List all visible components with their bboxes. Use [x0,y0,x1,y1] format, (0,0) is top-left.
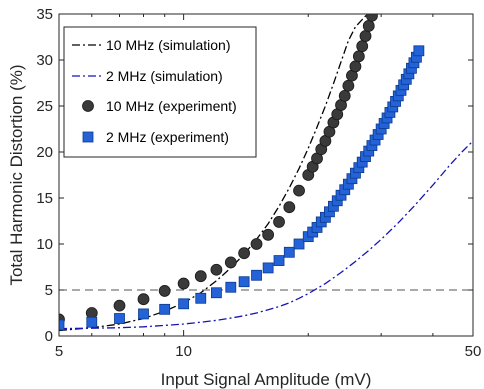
legend-label-2mhz-experiment: 2 MHz (experiment) [106,129,229,145]
point-10-mhz-experiment [356,40,369,53]
point-2-mhz-experiment [138,308,149,320]
y-tick-label: 20 [36,144,53,161]
x-axis-title: Input Signal Amplitude (mV) [161,370,372,389]
point-10-mhz-experiment [238,247,251,260]
y-tick-label: 10 [36,236,53,253]
point-2-mhz-experiment [195,292,207,304]
point-10-mhz-experiment [177,277,190,290]
series-10-mhz-experiment [59,14,378,326]
series-2-mhz-experiment [59,45,425,331]
point-10-mhz-experiment [224,256,237,269]
y-tick-label: 5 [45,282,53,299]
point-2-mhz-experiment [293,238,305,250]
point-2-mhz-experiment [273,255,285,266]
y-tick-label: 0 [45,328,53,345]
point-10-mhz-experiment [366,14,378,22]
point-2-mhz-experiment [114,313,125,324]
point-10-mhz-experiment [273,216,285,228]
point-10-mhz-experiment [194,270,207,283]
y-tick-label: 35 [36,6,53,23]
legend: 10 MHz (simulation) 2 MHz (simulation) 1… [63,26,257,158]
point-10-mhz-experiment [293,184,305,197]
point-2-mhz-experiment [59,319,65,331]
line-2-mhz-simulation [59,140,473,330]
point-10-mhz-experiment [338,89,351,102]
legend-swatch-2mhz-experiment [82,131,94,143]
legend-label-10mhz-simulation: 10 MHz (simulation) [106,37,230,53]
legend-swatch-10mhz-experiment [82,100,94,112]
point-2-mhz-experiment [283,246,295,258]
line-10-mhz-simulation [59,14,368,332]
point-10-mhz-experiment [262,228,275,241]
plot-frame [58,13,474,337]
point-10-mhz-experiment [349,60,362,73]
point-2-mhz-experiment [238,276,250,288]
x-tick-label: 10 [175,343,192,360]
point-2-mhz-experiment [251,269,262,281]
x-tick-label: 50 [465,343,482,360]
y-tick-label: 15 [36,190,53,207]
point-2-mhz-experiment [225,281,237,293]
point-10-mhz-experiment [359,30,372,42]
point-10-mhz-experiment [362,20,375,32]
point-2-mhz-experiment [86,316,98,328]
point-2-mhz-experiment [211,287,222,299]
point-10-mhz-experiment [113,299,126,312]
point-10-mhz-experiment [283,201,296,214]
point-10-mhz-experiment [210,263,223,276]
point-10-mhz-experiment [250,238,263,250]
point-2-mhz-experiment [178,298,190,310]
y-axis-title: Total Harmonic Distortion (%) [7,64,26,285]
legend-label-2mhz-simulation: 2 MHz (simulation) [106,68,223,84]
point-2-mhz-experiment [413,45,425,57]
point-10-mhz-experiment [137,293,150,306]
point-2-mhz-experiment [262,262,274,274]
point-10-mhz-experiment [158,285,171,297]
y-tick-label: 25 [36,98,53,115]
series-2-mhz-simulation [59,140,473,330]
point-10-mhz-experiment [352,50,365,63]
point-2-mhz-experiment [159,303,171,315]
x-tick-label: 5 [55,343,63,360]
legend-label-10mhz-experiment: 10 MHz (experiment) [106,98,237,114]
legend-box [63,26,257,158]
y-tick-label: 30 [36,52,53,69]
series-10-mhz-simulation [59,14,368,332]
point-10-mhz-experiment [342,79,355,92]
